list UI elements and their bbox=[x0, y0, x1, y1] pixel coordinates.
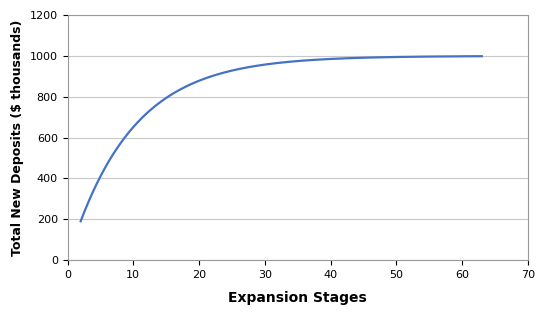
Y-axis label: Total New Deposits ($ thousands): Total New Deposits ($ thousands) bbox=[11, 19, 24, 256]
X-axis label: Expansion Stages: Expansion Stages bbox=[228, 291, 367, 305]
